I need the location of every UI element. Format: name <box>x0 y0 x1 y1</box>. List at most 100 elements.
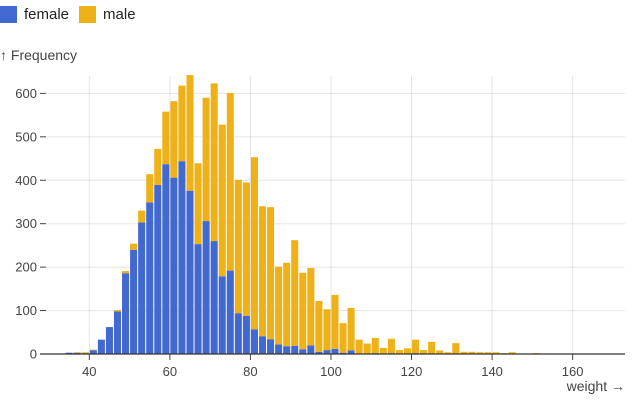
bar-male <box>339 323 347 353</box>
bar-female <box>307 345 315 354</box>
bar-male <box>476 352 484 354</box>
bar-female <box>234 313 242 354</box>
bar-male <box>395 350 403 354</box>
bar-male <box>387 338 395 354</box>
bar-male <box>89 349 97 351</box>
bar-female <box>170 177 178 354</box>
legend-item-female: female <box>0 6 69 23</box>
bar-female <box>299 349 307 354</box>
bar-female <box>73 352 81 354</box>
bar-male <box>347 307 355 351</box>
bar-female <box>258 336 267 354</box>
x-tick-label: 160 <box>562 364 584 379</box>
y-tick-label: 0 <box>30 347 37 362</box>
bar-female <box>315 351 323 354</box>
bar-male <box>73 352 81 353</box>
legend: female male <box>0 6 146 23</box>
bar-male <box>355 339 363 354</box>
bar-female <box>105 327 113 354</box>
bar-male <box>444 352 452 354</box>
bar-female <box>97 339 105 354</box>
bar-male <box>484 352 492 354</box>
bar-female <box>323 350 331 354</box>
y-tick-label: 200 <box>15 260 37 275</box>
bar-female <box>210 241 218 354</box>
bar-male <box>371 337 379 354</box>
bar-male <box>468 351 476 354</box>
bar-female <box>267 339 275 354</box>
bar-male <box>218 124 226 277</box>
legend-label-male: male <box>103 6 136 23</box>
bar-female <box>331 348 339 354</box>
bar-male <box>258 206 267 337</box>
x-tick-label: 140 <box>481 364 503 379</box>
bar-male <box>283 262 291 347</box>
bar-female <box>186 190 194 354</box>
legend-swatch-male <box>79 6 97 23</box>
bar-male <box>508 352 516 354</box>
bar-female <box>89 350 97 354</box>
x-tick-label: 40 <box>82 364 96 379</box>
bar-male <box>492 352 500 354</box>
bar-male <box>460 351 468 354</box>
bar-male <box>113 310 122 312</box>
bar-male <box>307 267 315 346</box>
x-tick-label: 100 <box>320 364 342 379</box>
bar-male <box>420 350 428 354</box>
bar-female <box>226 270 234 354</box>
bar-male <box>146 174 154 203</box>
bar-female <box>113 311 122 354</box>
y-tick-label: 600 <box>15 86 37 101</box>
bar-female <box>146 202 154 354</box>
bar-male <box>178 85 186 162</box>
bar-male <box>428 341 436 354</box>
bar-male <box>186 75 194 191</box>
bar-female <box>122 273 130 354</box>
y-tick-label: 300 <box>15 216 37 231</box>
y-tick-label: 400 <box>15 173 37 188</box>
bar-female <box>218 276 226 354</box>
bar-male <box>275 266 283 345</box>
bar-male <box>162 111 170 165</box>
bar-male <box>299 272 307 350</box>
grid <box>46 76 625 354</box>
bar-male <box>234 179 242 314</box>
bar-female <box>202 221 210 354</box>
bar-male <box>138 210 146 223</box>
bar-male <box>250 157 258 330</box>
x-tick-label: 80 <box>243 364 257 379</box>
x-tick-label: 120 <box>401 364 423 379</box>
bar-female <box>138 222 146 354</box>
bar-male <box>363 343 371 354</box>
bar-male <box>130 243 138 250</box>
bar-male <box>331 294 339 349</box>
bar-male <box>412 339 420 354</box>
bar-male <box>436 350 444 354</box>
bar-female <box>250 329 258 354</box>
bar-female <box>242 315 250 354</box>
bar-male <box>323 309 331 351</box>
bar-female <box>339 352 347 354</box>
bar-male <box>154 148 162 186</box>
bar-male <box>122 271 130 274</box>
bar-female <box>194 244 202 354</box>
bar-female <box>291 345 299 354</box>
bar-male <box>194 163 202 245</box>
bar-male <box>170 101 178 178</box>
bar-male <box>81 352 89 354</box>
bar-female <box>154 185 162 354</box>
x-tick-label: 60 <box>163 364 177 379</box>
bar-male <box>202 97 210 222</box>
bar-male <box>403 348 412 354</box>
x-axis-label: weight → <box>566 378 625 394</box>
bars <box>65 75 621 355</box>
y-tick-label: 500 <box>15 129 37 144</box>
legend-item-male: male <box>79 6 136 23</box>
bar-male <box>267 207 275 340</box>
legend-label-female: female <box>24 6 70 23</box>
bar-female <box>275 344 283 354</box>
bar-female <box>283 346 291 354</box>
bar-male <box>242 182 250 316</box>
bar-female <box>65 352 73 354</box>
